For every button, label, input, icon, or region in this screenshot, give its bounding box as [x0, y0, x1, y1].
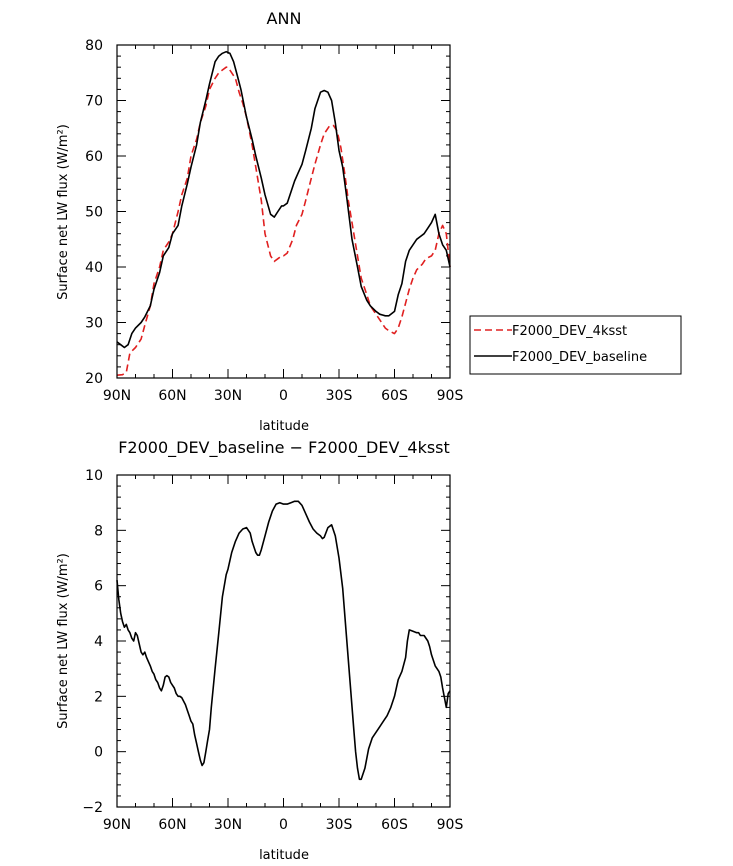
x-tick-labels: 90N 60N 30N 0 30S 60S 90S [103, 817, 464, 833]
x-tick-label: 60N [158, 817, 186, 833]
chart-panel-bottom: F2000_DEV_baseline − F2000_DEV_4ksst −2 0… [56, 438, 463, 863]
x-tick-label: 0 [279, 388, 288, 404]
series-layer [116, 500, 451, 781]
x-axis-label: latitude [259, 848, 309, 863]
tick-group [116, 44, 451, 379]
x-tick-label: 60S [381, 817, 408, 833]
plot-frame [116, 474, 451, 808]
legend-label-0: F2000_DEV_4ksst [512, 324, 627, 339]
x-tick-label: 90N [103, 388, 131, 404]
series-line-f2000-dev-4ksst [116, 66, 451, 376]
x-tick-label: 90S [437, 388, 464, 404]
x-tick-label: 30N [214, 817, 242, 833]
y-tick-label: 10 [85, 468, 103, 484]
y-tick-label: −2 [82, 800, 103, 816]
plot-frame [116, 44, 451, 379]
chart-panel-top: ANN 20 30 40 50 60 70 80 90N 60N 30N 0 30S 60S 90S l… [56, 9, 682, 434]
y-tick-label: 30 [85, 316, 103, 332]
x-tick-label: 60N [158, 388, 186, 404]
y-tick-label: 8 [94, 523, 103, 539]
x-tick-label: 30N [214, 388, 242, 404]
legend-box [469, 315, 682, 375]
x-tick-label: 30S [326, 817, 353, 833]
y-tick-label: 2 [94, 689, 103, 705]
series-line-0 [116, 500, 451, 781]
y-axis-label: Surface net LW flux (W/m²) [56, 124, 71, 300]
y-tick-label: 0 [94, 745, 103, 761]
x-tick-label: 30S [326, 388, 353, 404]
x-tick-labels: 90N 60N 30N 0 30S 60S 90S [103, 388, 464, 404]
y-tick-labels: 20 30 40 50 60 70 80 [85, 38, 103, 387]
chart-title: ANN [267, 9, 302, 28]
y-tick-label: 70 [85, 94, 103, 110]
x-tick-label: 90N [103, 817, 131, 833]
series-layer [116, 50, 451, 376]
x-tick-label: 0 [279, 817, 288, 833]
x-axis-label: latitude [259, 419, 309, 434]
tick-group [116, 474, 451, 808]
x-tick-label: 90S [437, 817, 464, 833]
series-line-f2000-dev-baseline [116, 50, 451, 349]
y-tick-label: 20 [85, 371, 103, 387]
x-tick-label: 60S [381, 388, 408, 404]
chart-title: F2000_DEV_baseline − F2000_DEV_4ksst [118, 438, 450, 458]
y-tick-label: 6 [94, 579, 103, 595]
legend: F2000_DEV_4ksst F2000_DEV_baseline [469, 315, 682, 375]
y-tick-label: 50 [85, 205, 103, 221]
y-axis-label: Surface net LW flux (W/m²) [56, 553, 71, 729]
y-tick-label: 40 [85, 260, 103, 276]
y-tick-label: 4 [94, 634, 103, 650]
y-tick-label: 60 [85, 149, 103, 165]
y-tick-labels: −2 0 2 4 6 8 10 [82, 468, 103, 816]
legend-label-1: F2000_DEV_baseline [512, 350, 647, 365]
y-tick-label: 80 [85, 38, 103, 54]
